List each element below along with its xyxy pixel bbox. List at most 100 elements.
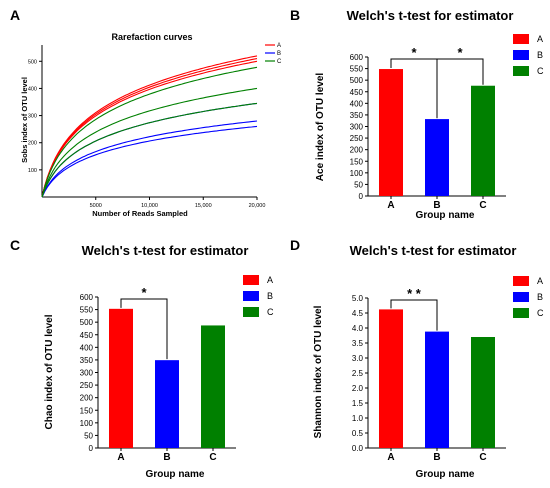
series-curve-a	[41, 55, 258, 198]
series-curve-a	[41, 60, 258, 198]
y-tick-label: 350	[350, 111, 364, 120]
y-tick-label: 0.0	[352, 444, 364, 453]
legend-label: C	[267, 307, 274, 317]
bar-a	[379, 69, 403, 196]
bar-c	[471, 85, 495, 196]
y-tick-label: 1.5	[352, 399, 364, 408]
y-tick-label: 550	[350, 65, 364, 74]
y-tick-label: 200	[80, 394, 94, 403]
y-tick-label: 200	[350, 146, 364, 155]
legend-swatch-c	[513, 308, 529, 318]
rarefaction-title: Rarefaction curves	[111, 32, 192, 42]
ace-ylabel: Ace index of OTU level	[315, 73, 326, 182]
x-tick-label: A	[387, 200, 394, 211]
rarefaction-xlabel: Number of Reads Sampled	[92, 209, 188, 218]
rarefaction-ylabel: Sobs index of OTU level	[20, 77, 29, 163]
bar-b	[155, 360, 179, 448]
x-tick-label: 15,000	[195, 203, 212, 209]
series-curve-b	[41, 125, 258, 198]
legend-swatch-b	[513, 292, 529, 302]
bar-c	[471, 337, 495, 448]
y-tick-label: 3.0	[352, 354, 364, 363]
ace-panel: Welch's t-test for estimator Group name …	[315, 8, 544, 221]
y-tick-label: 600	[80, 293, 94, 302]
y-tick-label: 300	[350, 123, 364, 132]
bar-c	[201, 325, 225, 448]
legend-label: B	[267, 291, 273, 301]
y-tick-label: 2.0	[352, 384, 364, 393]
x-tick-label: C	[479, 452, 486, 463]
y-tick-label: 5.0	[352, 294, 364, 303]
x-tick-label: 10,000	[141, 203, 158, 209]
y-tick-label: 550	[80, 306, 94, 315]
legend-label: A	[537, 276, 543, 286]
bar-a	[379, 309, 403, 448]
y-tick-label: 400	[28, 86, 37, 92]
y-tick-label: 350	[80, 356, 94, 365]
shannon-panel: Welch's t-test for estimator Group name …	[313, 243, 544, 480]
significance-label: *	[141, 285, 147, 300]
y-tick-label: 300	[80, 369, 94, 378]
x-tick-label: A	[117, 452, 124, 463]
legend-swatch-c	[513, 66, 529, 76]
legend-label: B	[537, 50, 543, 60]
x-tick-label: B	[433, 200, 440, 211]
shannon-ylabel: Shannon index of OTU level	[313, 305, 324, 438]
significance-label: * *	[407, 286, 422, 301]
bar-b	[425, 331, 449, 448]
y-tick-label: 0	[89, 444, 94, 453]
y-tick-label: 500	[28, 59, 37, 65]
panel-label-d: D	[290, 237, 300, 253]
y-tick-label: 150	[80, 406, 94, 415]
series-curve-b	[41, 120, 258, 198]
series-curve-c	[41, 87, 258, 198]
x-tick-label: B	[433, 452, 440, 463]
legend-label: A	[537, 34, 543, 44]
x-tick-label: C	[209, 452, 216, 463]
significance-bracket	[390, 299, 438, 331]
y-tick-label: 100	[80, 419, 94, 428]
legend-swatch-a	[243, 275, 259, 285]
x-tick-label: 20,000	[249, 203, 266, 209]
chao-panel: Welch's t-test for estimator Group name …	[44, 243, 274, 480]
shannon-title: Welch's t-test for estimator	[350, 243, 517, 258]
y-tick-label: 450	[80, 331, 94, 340]
series-curve-b	[41, 102, 258, 198]
significance-label: *	[457, 45, 463, 60]
y-tick-label: 250	[80, 381, 94, 390]
y-tick-label: 2.5	[352, 369, 364, 378]
y-tick-label: 0.5	[352, 429, 364, 438]
ace-title: Welch's t-test for estimator	[347, 8, 514, 23]
legend-label: C	[537, 66, 544, 76]
x-tick-label: B	[163, 452, 170, 463]
chao-title: Welch's t-test for estimator	[82, 243, 249, 258]
y-tick-label: 400	[80, 343, 94, 352]
legend-swatch-b	[513, 50, 529, 60]
legend-label: A	[277, 43, 281, 49]
legend-swatch-c	[243, 307, 259, 317]
legend-swatch-b	[243, 291, 259, 301]
bar-a	[109, 308, 133, 448]
y-tick-label: 50	[84, 431, 93, 440]
y-tick-label: 150	[350, 157, 364, 166]
y-tick-label: 3.5	[352, 339, 364, 348]
x-tick-label: A	[387, 452, 394, 463]
chao-ylabel: Chao index of OTU level	[44, 314, 55, 429]
y-tick-label: 300	[28, 114, 37, 120]
legend-label: B	[277, 51, 281, 57]
legend-label: A	[267, 275, 273, 285]
legend-label: C	[537, 308, 544, 318]
chao-xlabel: Group name	[146, 469, 205, 480]
y-tick-label: 50	[354, 180, 363, 189]
legend-label: C	[277, 59, 282, 65]
y-tick-label: 1.0	[352, 414, 364, 423]
y-tick-label: 200	[28, 141, 37, 147]
y-tick-label: 500	[80, 318, 94, 327]
series-curve-a	[41, 58, 258, 198]
y-tick-label: 500	[350, 76, 364, 85]
significance-bracket	[120, 298, 168, 360]
x-tick-label: 5000	[90, 203, 102, 209]
panel-label-a: A	[10, 7, 20, 23]
y-tick-label: 100	[350, 169, 364, 178]
